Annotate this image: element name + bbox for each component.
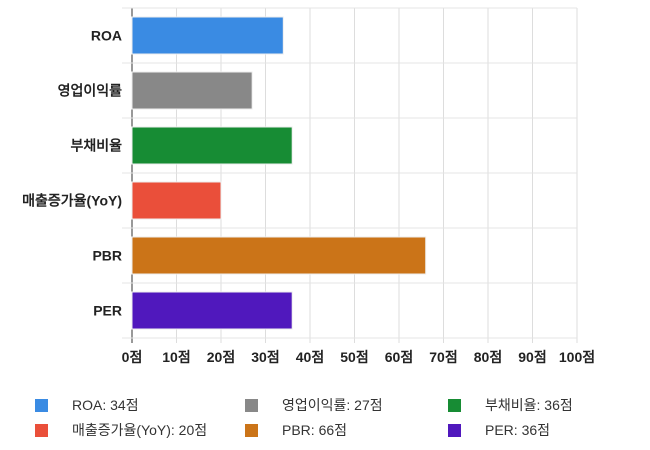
legend-item[interactable]: 매출증가율(YoY): 20점 <box>35 420 207 440</box>
legend-label: PBR: 66점 <box>282 422 348 438</box>
legend-swatch <box>245 423 258 437</box>
legend-swatch <box>35 423 48 437</box>
legend-swatch <box>448 398 461 412</box>
bar-3 <box>131 181 222 220</box>
bar-1 <box>131 71 253 110</box>
y-tick-label: PER <box>93 303 122 319</box>
bar-chart-plot: 0점 10점 20점 30점 40점 50점 60점 70점 80점 90점 100점 ROA 영업이익… <box>22 7 595 365</box>
y-tick-label: 영업이익률 <box>58 83 123 99</box>
x-tick-label: 20점 <box>207 349 235 365</box>
legend-label: 부채비율: 36점 <box>485 397 573 413</box>
legend-label: PER: 36점 <box>485 422 551 438</box>
bar-4 <box>131 236 427 275</box>
x-tick-label: 0점 <box>122 349 143 365</box>
bar-5 <box>131 291 293 330</box>
x-tick-label: 50점 <box>340 349 368 365</box>
legend-swatch <box>448 423 461 437</box>
y-tick-label: PBR <box>92 248 122 264</box>
legend-item[interactable]: ROA: 34점 <box>35 395 139 415</box>
legend-item[interactable]: PER: 36점 <box>448 420 550 440</box>
legend-item[interactable]: PBR: 66점 <box>245 420 347 440</box>
x-tick-label: 100점 <box>559 349 595 365</box>
legend-label: 영업이익률: 27점 <box>282 397 383 413</box>
x-tick-label: 40점 <box>296 349 324 365</box>
x-tick-label: 60점 <box>385 349 413 365</box>
legend-item[interactable]: 부채비율: 36점 <box>448 395 573 415</box>
y-tick-label: ROA <box>91 28 122 44</box>
legend-label: ROA: 34점 <box>72 397 139 413</box>
x-tick-label: 80점 <box>474 349 502 365</box>
y-tick-label: 매출증가율(YoY) <box>22 193 122 209</box>
x-tick-label: 90점 <box>518 349 546 365</box>
y-tick-label: 부채비율 <box>70 138 122 154</box>
bar-0 <box>131 16 284 55</box>
x-tick-label: 30점 <box>251 349 279 365</box>
legend-swatch <box>245 398 258 412</box>
legend-label: 매출증가율(YoY): 20점 <box>72 422 208 438</box>
legend-swatch <box>35 398 48 412</box>
x-tick-label: 10점 <box>162 349 190 365</box>
legend-item[interactable]: 영업이익률: 27점 <box>245 395 383 415</box>
bar-2 <box>131 126 293 165</box>
x-tick-label: 70점 <box>429 349 457 365</box>
